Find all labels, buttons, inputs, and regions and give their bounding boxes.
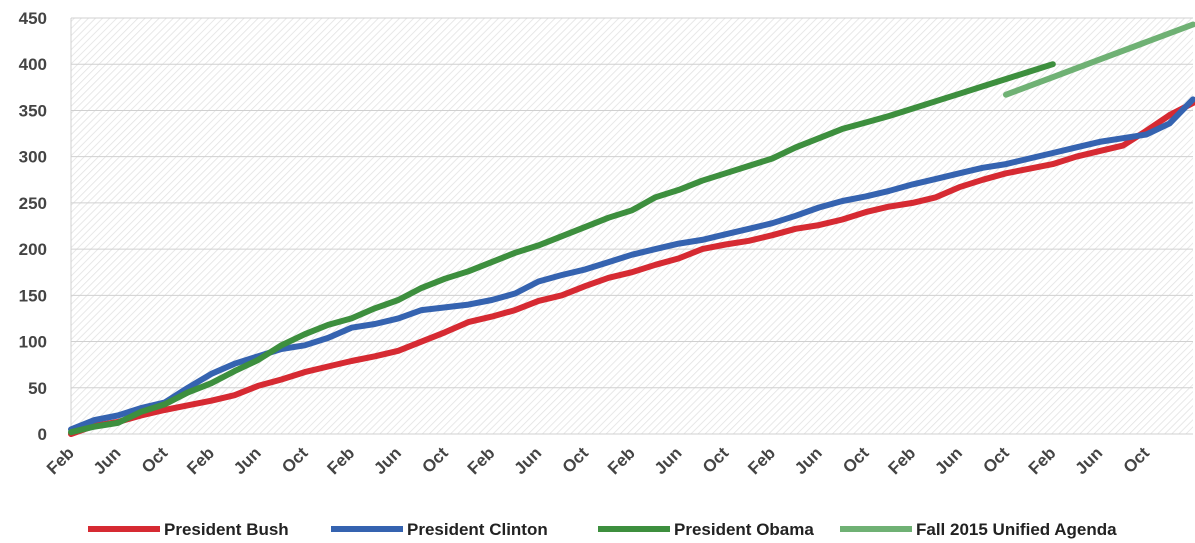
x-tick-label: Oct <box>278 443 312 477</box>
y-tick-label: 350 <box>19 101 47 120</box>
y-tick-label: 400 <box>19 55 47 74</box>
x-tick-label: Feb <box>43 443 78 478</box>
y-axis-ticks: 0 50 100 150 200 250 300 350 400 450 <box>19 9 47 444</box>
legend-label: President Clinton <box>407 520 548 539</box>
x-tick-label: Oct <box>979 443 1013 477</box>
y-tick-label: 300 <box>19 148 47 167</box>
x-tick-label: Oct <box>559 443 593 477</box>
x-axis-ticks: Feb Jun Oct Feb Jun Oct Feb Jun Oct Feb Jun Oct Feb J… <box>43 443 1153 478</box>
y-tick-label: 200 <box>19 240 47 259</box>
x-tick-label: Jun <box>791 443 826 478</box>
x-tick-label: Oct <box>699 443 733 477</box>
x-tick-label: Feb <box>183 443 218 478</box>
y-tick-label: 450 <box>19 9 47 28</box>
x-tick-label: Oct <box>839 443 873 477</box>
x-tick-label: Jun <box>370 443 405 478</box>
x-tick-label: Feb <box>324 443 359 478</box>
x-tick-label: Jun <box>511 443 546 478</box>
x-tick-label: Jun <box>230 443 265 478</box>
y-tick-label: 100 <box>19 333 47 352</box>
x-tick-label: Feb <box>464 443 499 478</box>
x-tick-label: Jun <box>1072 443 1107 478</box>
x-tick-label: Feb <box>604 443 639 478</box>
legend-label: President Bush <box>164 520 289 539</box>
x-tick-label: Oct <box>138 443 172 477</box>
x-tick-label: Feb <box>1025 443 1060 478</box>
x-tick-label: Oct <box>1120 443 1154 477</box>
x-tick-label: Jun <box>931 443 966 478</box>
y-tick-label: 150 <box>19 286 47 305</box>
y-tick-label: 50 <box>28 379 47 398</box>
x-tick-label: Jun <box>651 443 686 478</box>
legend-label: President Obama <box>674 520 814 539</box>
x-tick-label: Oct <box>418 443 452 477</box>
y-tick-label: 0 <box>38 425 47 444</box>
x-tick-label: Feb <box>744 443 779 478</box>
y-tick-label: 250 <box>19 194 47 213</box>
legend: President Bush President Clinton President… <box>88 520 1117 539</box>
x-tick-label: Feb <box>885 443 920 478</box>
x-tick-label: Jun <box>90 443 125 478</box>
legend-label: Fall 2015 Unified Agenda <box>916 520 1117 539</box>
